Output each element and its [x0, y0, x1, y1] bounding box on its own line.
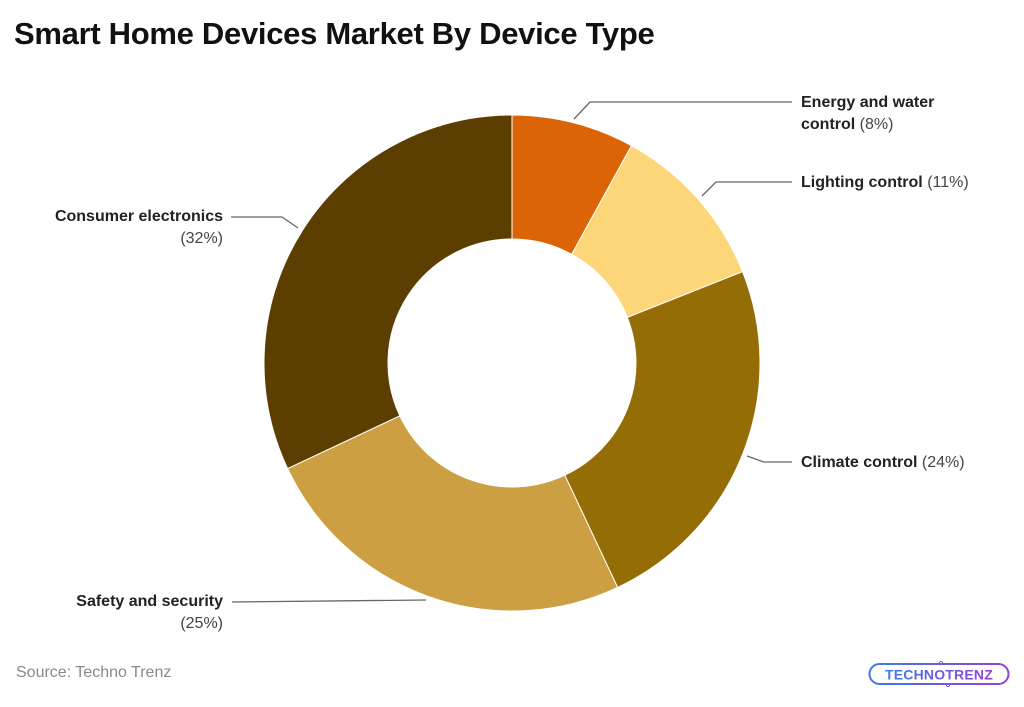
svg-text:TECHNOTRENZ: TECHNOTRENZ	[885, 667, 993, 683]
label-climate: Climate control (24%)	[801, 454, 965, 471]
slice-safety-and-security	[286, 415, 619, 612]
slice-consumer-electronics	[263, 114, 513, 470]
label-consumer: Consumer electronics (32%)	[54, 208, 223, 247]
label-lighting: Lighting control (11%)	[801, 174, 969, 191]
label-energy: Energy and water control (8%)	[801, 94, 935, 133]
donut-slices	[263, 114, 761, 612]
leader-line-energy	[573, 101, 792, 120]
label-safety: Safety and security (25%)	[76, 593, 223, 632]
source-note: Source: Techno Trenz	[16, 664, 172, 681]
leader-line-safety	[231, 599, 427, 603]
leader-lines	[231, 101, 792, 603]
technotrenz-logo: TECHNOTRENZ	[868, 661, 1010, 687]
chart-title: Smart Home Devices Market By Device Type	[14, 16, 655, 51]
leader-line-climate	[746, 455, 792, 463]
leader-line-lighting	[701, 181, 792, 197]
leader-line-consumer	[231, 216, 299, 229]
slice-climate-control	[564, 271, 761, 589]
